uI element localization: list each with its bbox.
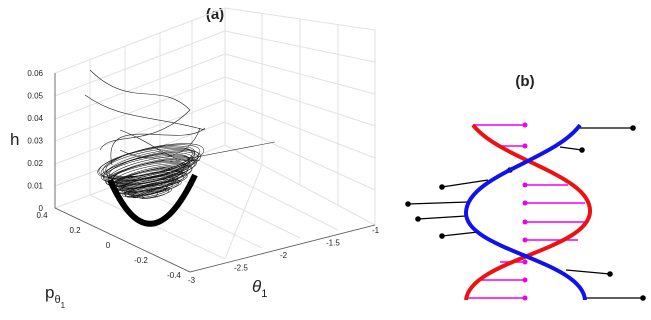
z-tick-label: 0.03	[27, 137, 43, 146]
x-tick-label: -3	[188, 276, 196, 285]
y-tick-label: -0.4	[167, 271, 181, 280]
z-tick-label: 0.05	[27, 92, 43, 101]
stick-dots	[405, 125, 646, 301]
x-axis-label: θ1	[252, 277, 267, 300]
panel-a: (a) h 0.060.050.040.030.020	[10, 6, 380, 310]
y-tick-label: 0	[106, 241, 111, 250]
trajectory-loop	[105, 143, 205, 177]
trajectory-loop	[139, 189, 169, 199]
y-axis-label: pθ1	[45, 283, 66, 310]
trajectory-loop	[108, 156, 195, 184]
x-tick-label: -1	[372, 226, 380, 235]
trajectories	[84, 69, 276, 227]
bowl-bottom	[107, 173, 198, 227]
side-sticks	[407, 127, 643, 299]
x-tick-label: -2	[280, 251, 288, 260]
z-axis-label: h	[10, 130, 19, 149]
axes-box	[54, 7, 376, 273]
x-axis-label-main: θ	[252, 277, 262, 296]
y-tick-label: -0.2	[134, 256, 148, 265]
z-tick-label: 0	[39, 204, 44, 213]
rung-dots	[522, 122, 528, 301]
x-tick-label: -2.5	[234, 264, 248, 273]
y-axis-label-main: p	[45, 283, 54, 302]
y-axis-label-sub2: 1	[61, 301, 66, 310]
z-tick-label: 0.02	[27, 159, 43, 168]
panel-b: (b)	[405, 73, 646, 301]
x-axis-label-sub: 1	[261, 288, 267, 300]
y-tick-label: 0.4	[36, 211, 48, 220]
y-axis-label-sub: θ	[54, 294, 60, 306]
z-tick-label: 0.01	[27, 182, 43, 191]
y-tick-label: 0.2	[69, 226, 81, 235]
red-strand	[464, 123, 593, 301]
rungs	[466, 124, 588, 299]
trajectory-loop	[103, 154, 191, 183]
x-tick-label: -1.5	[326, 239, 340, 248]
z-tick-label: 0.06	[27, 69, 43, 78]
panel-b-title: (b)	[515, 73, 534, 90]
blue-strand	[463, 123, 587, 301]
z-tick-label: 0.04	[27, 114, 43, 123]
